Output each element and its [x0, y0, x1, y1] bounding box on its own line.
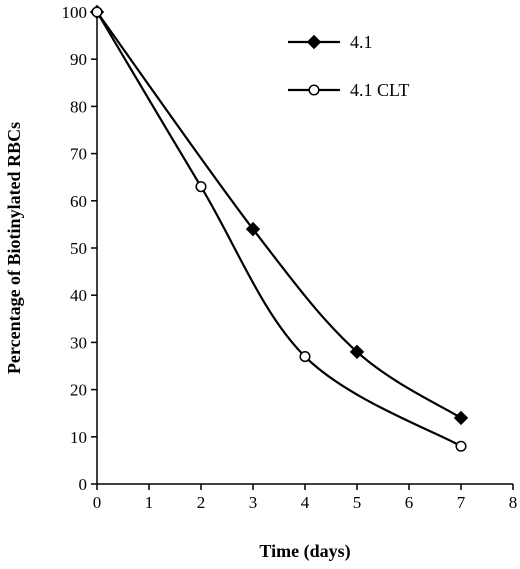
- x-axis: 0 1 2 3 4 5 6 7 8: [93, 483, 518, 512]
- series-layer: [89, 4, 469, 452]
- y-tick-label: 90: [70, 50, 87, 69]
- legend-item-2: 4.1 CLT: [288, 80, 409, 100]
- x-tick-label: 4: [301, 493, 310, 512]
- data-point: [349, 344, 365, 360]
- data-point: [455, 440, 467, 452]
- series-1: [89, 4, 469, 426]
- y-tick-label: 10: [70, 428, 87, 447]
- x-tick-label: 0: [93, 493, 102, 512]
- x-tick-label: 3: [249, 493, 258, 512]
- legend-item-1: 4.1: [288, 32, 373, 52]
- series-line: [96, 11, 462, 448]
- x-tick-label: 5: [353, 493, 362, 512]
- y-tick-label: 50: [70, 239, 87, 258]
- data-point: [195, 181, 207, 193]
- legend-marker: [308, 84, 320, 96]
- legend: 4.1 4.1 CLT: [288, 32, 409, 100]
- x-tick-label: 1: [145, 493, 154, 512]
- data-point: [299, 351, 311, 363]
- y-axis-title: Percentage of Biotinylated RBCs: [4, 122, 24, 374]
- data-point: [91, 6, 103, 18]
- data-point: [453, 410, 469, 426]
- x-tick-label: 8: [509, 493, 518, 512]
- legend-label: 4.1 CLT: [350, 80, 409, 100]
- y-tick-label: 0: [79, 475, 88, 494]
- y-tick-label: 70: [70, 145, 87, 164]
- series-line: [96, 11, 462, 419]
- x-tick-label: 7: [457, 493, 466, 512]
- data-point: [245, 221, 261, 237]
- y-tick-label: 40: [70, 286, 87, 305]
- legend-label: 4.1: [350, 32, 373, 52]
- x-axis-title: Time (days): [259, 541, 350, 562]
- y-tick-label: 100: [62, 3, 88, 22]
- legend-marker: [306, 34, 322, 50]
- x-tick-label: 2: [197, 493, 206, 512]
- series-2: [91, 6, 467, 452]
- y-tick-label: 60: [70, 192, 87, 211]
- y-tick-label: 80: [70, 97, 87, 116]
- y-tick-label: 20: [70, 381, 87, 400]
- x-tick-label: 6: [405, 493, 414, 512]
- y-axis: 0 10 20 30 40 50 60 70 80 90 100: [62, 3, 98, 494]
- y-tick-label: 30: [70, 333, 87, 352]
